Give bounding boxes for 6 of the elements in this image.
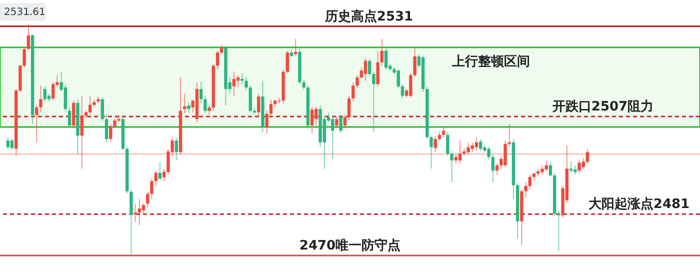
ref-line-label: 2470唯一防守点 bbox=[299, 237, 401, 254]
band-label: 上行整顿区间 bbox=[451, 54, 530, 70]
ref-line-label: 开跌口2507阻力 bbox=[551, 99, 654, 114]
annotation: 2531.61 bbox=[4, 7, 46, 18]
ref-line-label: 历史高点2531 bbox=[324, 8, 414, 24]
ref-line-label: 大阳起涨点2481 bbox=[588, 196, 690, 212]
